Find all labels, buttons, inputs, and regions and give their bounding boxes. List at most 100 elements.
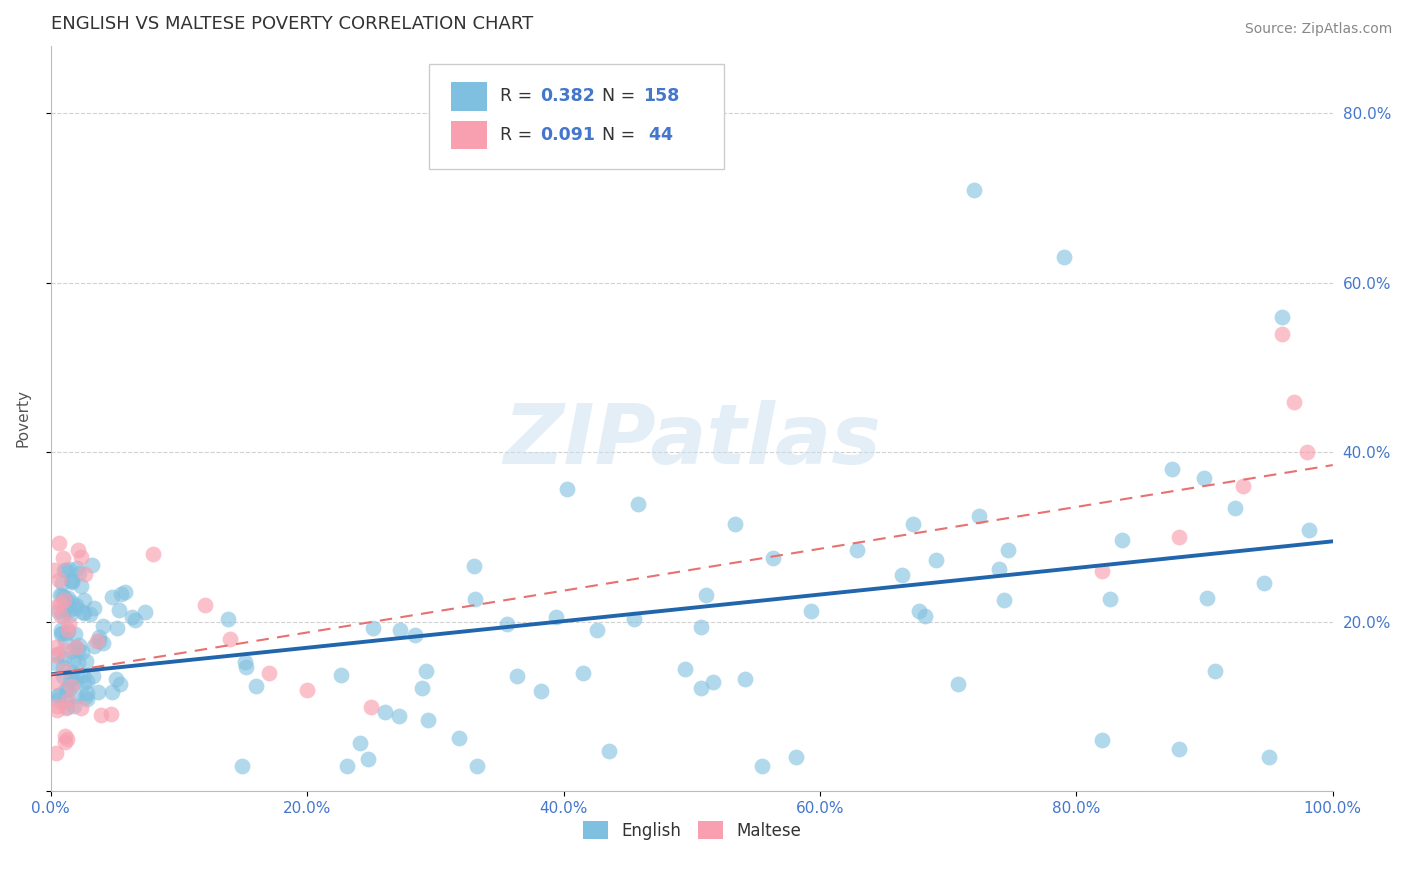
Point — [233, 656, 256, 670]
Point — [53, 663, 76, 677]
Point — [79, 607, 101, 621]
Point — [108, 677, 131, 691]
Point — [62, 699, 84, 714]
Point — [235, 660, 257, 674]
Point — [67, 566, 90, 580]
Point — [60, 575, 83, 590]
Point — [1098, 592, 1121, 607]
Point — [914, 609, 936, 624]
Point — [67, 542, 90, 557]
Point — [988, 561, 1011, 575]
Point — [1284, 394, 1306, 409]
Point — [689, 620, 711, 634]
Text: R =: R = — [499, 126, 537, 145]
Point — [356, 752, 378, 766]
Point — [65, 689, 87, 703]
Point — [80, 558, 103, 573]
Point — [60, 573, 83, 587]
Point — [690, 681, 713, 695]
Point — [46, 703, 69, 717]
Point — [59, 607, 82, 622]
Point — [374, 705, 396, 719]
Point — [51, 660, 73, 674]
Point — [53, 643, 76, 657]
Point — [49, 588, 72, 602]
Point — [55, 694, 77, 708]
Point — [55, 700, 77, 714]
Point — [1197, 591, 1219, 606]
Point — [53, 603, 76, 617]
Point — [1052, 251, 1074, 265]
Point — [48, 573, 70, 587]
Text: N =: N = — [602, 87, 641, 105]
Point — [58, 598, 80, 612]
Point — [404, 628, 426, 642]
Point — [349, 736, 371, 750]
Point — [60, 643, 83, 657]
Point — [55, 699, 77, 714]
Point — [114, 584, 136, 599]
Point — [219, 632, 242, 646]
Point — [907, 604, 929, 618]
Point — [56, 591, 79, 606]
Point — [58, 562, 80, 576]
Point — [76, 692, 98, 706]
Point — [1168, 530, 1191, 544]
Point — [65, 598, 87, 612]
Point — [449, 731, 471, 745]
Point — [586, 624, 609, 638]
Point — [49, 609, 72, 624]
Point — [1160, 462, 1182, 476]
Point — [58, 623, 80, 637]
Point — [58, 616, 80, 631]
Point — [76, 674, 98, 689]
Point — [76, 686, 98, 700]
Point — [86, 685, 108, 699]
Point — [695, 588, 717, 602]
Point — [142, 547, 165, 561]
Point — [70, 549, 93, 564]
Point — [56, 693, 79, 707]
Legend: English, Maltese: English, Maltese — [576, 814, 807, 847]
Point — [53, 563, 76, 577]
Point — [65, 600, 87, 615]
Point — [555, 482, 578, 496]
Point — [101, 591, 124, 605]
Point — [53, 593, 76, 607]
Point — [52, 669, 75, 683]
Point — [91, 635, 114, 649]
Point — [336, 759, 359, 773]
Point — [1168, 742, 1191, 756]
Point — [387, 708, 409, 723]
Point — [48, 535, 70, 549]
Point — [1192, 471, 1215, 485]
Point — [73, 606, 96, 620]
Point — [1296, 445, 1319, 459]
Point — [673, 662, 696, 676]
Point — [1204, 664, 1226, 678]
Point — [1111, 533, 1133, 548]
Point — [411, 681, 433, 696]
Point — [59, 672, 82, 686]
Point — [52, 651, 75, 665]
Point — [48, 689, 70, 703]
Point — [51, 576, 73, 591]
Point — [1298, 523, 1320, 537]
Text: 44: 44 — [643, 126, 673, 145]
Point — [65, 640, 87, 655]
Point — [1091, 733, 1114, 747]
Point — [702, 675, 724, 690]
Point — [67, 638, 90, 652]
Text: R =: R = — [499, 87, 537, 105]
Point — [87, 630, 110, 644]
Point — [1257, 750, 1279, 764]
Point — [993, 592, 1015, 607]
Point — [70, 645, 93, 659]
Point — [1091, 564, 1114, 578]
Point — [495, 617, 517, 632]
Point — [51, 625, 73, 640]
Point — [464, 591, 486, 606]
Point — [463, 558, 485, 573]
Point — [73, 690, 96, 704]
Text: ZIPatlas: ZIPatlas — [503, 401, 880, 482]
